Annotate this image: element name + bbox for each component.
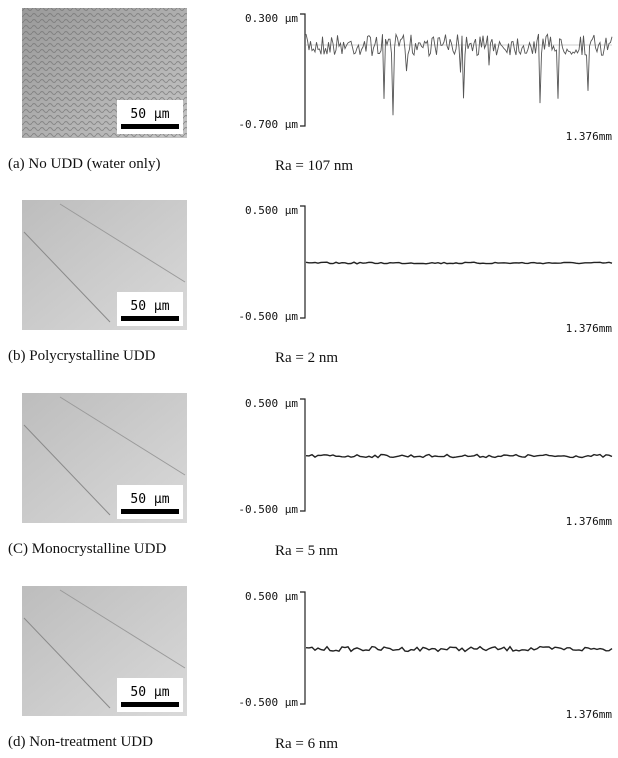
scale-label: 50 μm [130,492,169,507]
x-end-label: 1.376mm [566,708,613,721]
profile-trace [306,34,612,115]
roughness: Ra = 5 nm [275,543,338,559]
caption: (C) Monocrystalline UDD [8,541,166,557]
y-bottom-label: -0.700 μm [238,118,298,131]
roughness: Ra = 2 nm [275,350,338,366]
profile-trace [306,647,612,652]
figure: 50 μm (a) No UDD (water only) 0.300 μm -0.7… [0,0,618,758]
x-end-label: 1.376mm [566,322,613,335]
x-end-label: 1.376mm [566,130,613,143]
roughness: Ra = 107 nm [275,158,353,174]
scale-bar [121,509,179,514]
caption: (a) No UDD (water only) [8,156,160,172]
y-top-label: 0.500 μm [245,397,298,410]
axis [300,206,305,318]
profile-trace [306,455,612,458]
axis [300,14,305,126]
y-bottom-label: -0.500 μm [238,503,298,516]
y-bottom-label: -0.500 μm [238,696,298,709]
axis [300,399,305,511]
y-top-label: 0.300 μm [245,12,298,25]
y-bottom-label: -0.500 μm [238,310,298,323]
y-top-label: 0.500 μm [245,590,298,603]
scale-label: 50 μm [130,685,169,700]
profile-trace [306,262,612,264]
roughness: Ra = 6 nm [275,736,338,752]
scale-label: 50 μm [130,107,169,122]
scale-bar [121,702,179,707]
scale-bar [121,124,179,129]
scale-label: 50 μm [130,299,169,314]
caption: (b) Polycrystalline UDD [8,348,156,364]
caption: (d) Non-treatment UDD [8,734,153,750]
axis [300,592,305,704]
x-end-label: 1.376mm [566,515,613,528]
scale-bar [121,316,179,321]
y-top-label: 0.500 μm [245,204,298,217]
